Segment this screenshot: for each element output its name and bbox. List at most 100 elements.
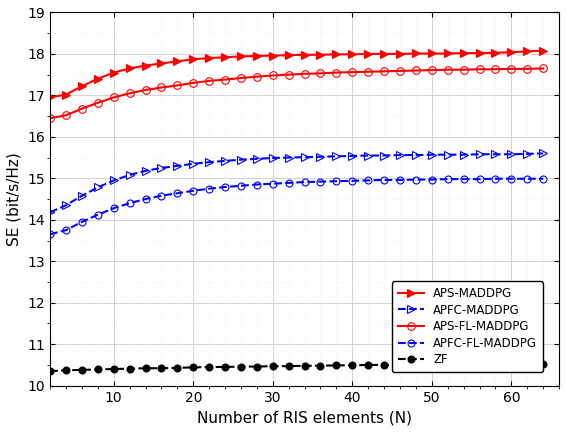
ZF — [285, 364, 292, 369]
APFC-MADDPG — [158, 165, 165, 171]
APFC-MADDPG — [95, 185, 101, 190]
APFC-MADDPG — [444, 152, 451, 157]
APFC-MADDPG — [428, 152, 435, 157]
ZF — [95, 367, 101, 372]
APFC-MADDPG — [126, 172, 133, 178]
APFC-FL-MADDPG — [397, 178, 404, 183]
APS-FL-MADDPG — [79, 106, 85, 111]
APFC-MADDPG — [508, 152, 514, 157]
APFC-FL-MADDPG — [381, 178, 388, 183]
APS-MADDPG — [349, 52, 355, 57]
ZF — [476, 362, 483, 367]
APFC-FL-MADDPG — [333, 178, 340, 184]
APS-MADDPG — [444, 51, 451, 56]
ZF — [190, 365, 196, 370]
APS-MADDPG — [47, 95, 54, 100]
APFC-MADDPG — [190, 161, 196, 166]
APFC-FL-MADDPG — [524, 176, 531, 181]
APFC-FL-MADDPG — [142, 197, 149, 202]
APS-FL-MADDPG — [397, 68, 404, 73]
APFC-MADDPG — [206, 159, 213, 165]
APFC-MADDPG — [238, 157, 245, 162]
X-axis label: Number of RIS elements (N): Number of RIS elements (N) — [197, 410, 412, 425]
ZF — [158, 365, 165, 371]
APFC-FL-MADDPG — [206, 186, 213, 191]
APS-MADDPG — [492, 50, 499, 55]
APFC-FL-MADDPG — [190, 188, 196, 194]
APS-FL-MADDPG — [269, 73, 276, 78]
APFC-MADDPG — [413, 152, 419, 158]
ZF — [365, 362, 372, 368]
APS-FL-MADDPG — [365, 69, 372, 74]
APFC-FL-MADDPG — [95, 212, 101, 217]
APS-FL-MADDPG — [428, 67, 435, 73]
APFC-MADDPG — [301, 155, 308, 160]
APS-MADDPG — [190, 57, 196, 62]
ZF — [428, 362, 435, 367]
APS-MADDPG — [333, 52, 340, 57]
APS-MADDPG — [254, 54, 260, 59]
APS-MADDPG — [126, 66, 133, 71]
APFC-FL-MADDPG — [126, 200, 133, 206]
APFC-MADDPG — [79, 193, 85, 198]
APFC-FL-MADDPG — [476, 177, 483, 182]
ZF — [349, 363, 355, 368]
APFC-MADDPG — [110, 178, 117, 183]
Line: APFC-MADDPG: APFC-MADDPG — [46, 149, 547, 216]
ZF — [333, 363, 340, 368]
APS-FL-MADDPG — [317, 71, 324, 76]
APFC-FL-MADDPG — [47, 232, 54, 237]
APFC-FL-MADDPG — [428, 177, 435, 182]
APFC-FL-MADDPG — [365, 178, 372, 183]
APFC-FL-MADDPG — [460, 177, 467, 182]
APFC-FL-MADDPG — [508, 176, 514, 181]
APFC-FL-MADDPG — [174, 191, 181, 196]
APFC-FL-MADDPG — [238, 183, 245, 188]
APFC-MADDPG — [524, 151, 531, 156]
APFC-MADDPG — [269, 156, 276, 161]
APS-FL-MADDPG — [508, 66, 514, 71]
APS-MADDPG — [413, 51, 419, 56]
APS-FL-MADDPG — [238, 75, 245, 80]
APS-MADDPG — [508, 50, 514, 55]
APS-MADDPG — [476, 51, 483, 56]
APS-MADDPG — [301, 52, 308, 57]
APS-MADDPG — [110, 70, 117, 75]
APS-MADDPG — [238, 54, 245, 59]
APFC-MADDPG — [397, 152, 404, 158]
APS-MADDPG — [381, 51, 388, 57]
APS-FL-MADDPG — [158, 85, 165, 90]
APFC-FL-MADDPG — [254, 182, 260, 187]
APS-MADDPG — [222, 54, 229, 60]
Y-axis label: SE (bit/s/Hz): SE (bit/s/Hz) — [7, 152, 22, 246]
APFC-FL-MADDPG — [301, 179, 308, 184]
APS-MADDPG — [428, 51, 435, 56]
ZF — [508, 362, 514, 367]
ZF — [79, 367, 85, 372]
APS-MADDPG — [365, 51, 372, 57]
APFC-FL-MADDPG — [158, 193, 165, 198]
APS-MADDPG — [63, 92, 70, 97]
APS-FL-MADDPG — [285, 72, 292, 77]
APS-FL-MADDPG — [222, 77, 229, 82]
APS-FL-MADDPG — [206, 78, 213, 83]
ZF — [174, 365, 181, 370]
APFC-FL-MADDPG — [222, 184, 229, 190]
APS-FL-MADDPG — [444, 67, 451, 72]
ZF — [397, 362, 404, 368]
APFC-MADDPG — [381, 153, 388, 158]
ZF — [540, 361, 547, 366]
Line: APS-MADDPG: APS-MADDPG — [46, 47, 547, 101]
APFC-MADDPG — [476, 152, 483, 157]
APS-MADDPG — [524, 49, 531, 54]
APS-FL-MADDPG — [492, 67, 499, 72]
APS-MADDPG — [79, 84, 85, 89]
APFC-FL-MADDPG — [413, 177, 419, 182]
APS-MADDPG — [142, 63, 149, 68]
APS-FL-MADDPG — [540, 66, 547, 71]
APS-FL-MADDPG — [142, 87, 149, 92]
APS-FL-MADDPG — [95, 100, 101, 105]
APS-MADDPG — [95, 76, 101, 81]
APFC-MADDPG — [365, 153, 372, 158]
Line: ZF: ZF — [46, 360, 547, 375]
